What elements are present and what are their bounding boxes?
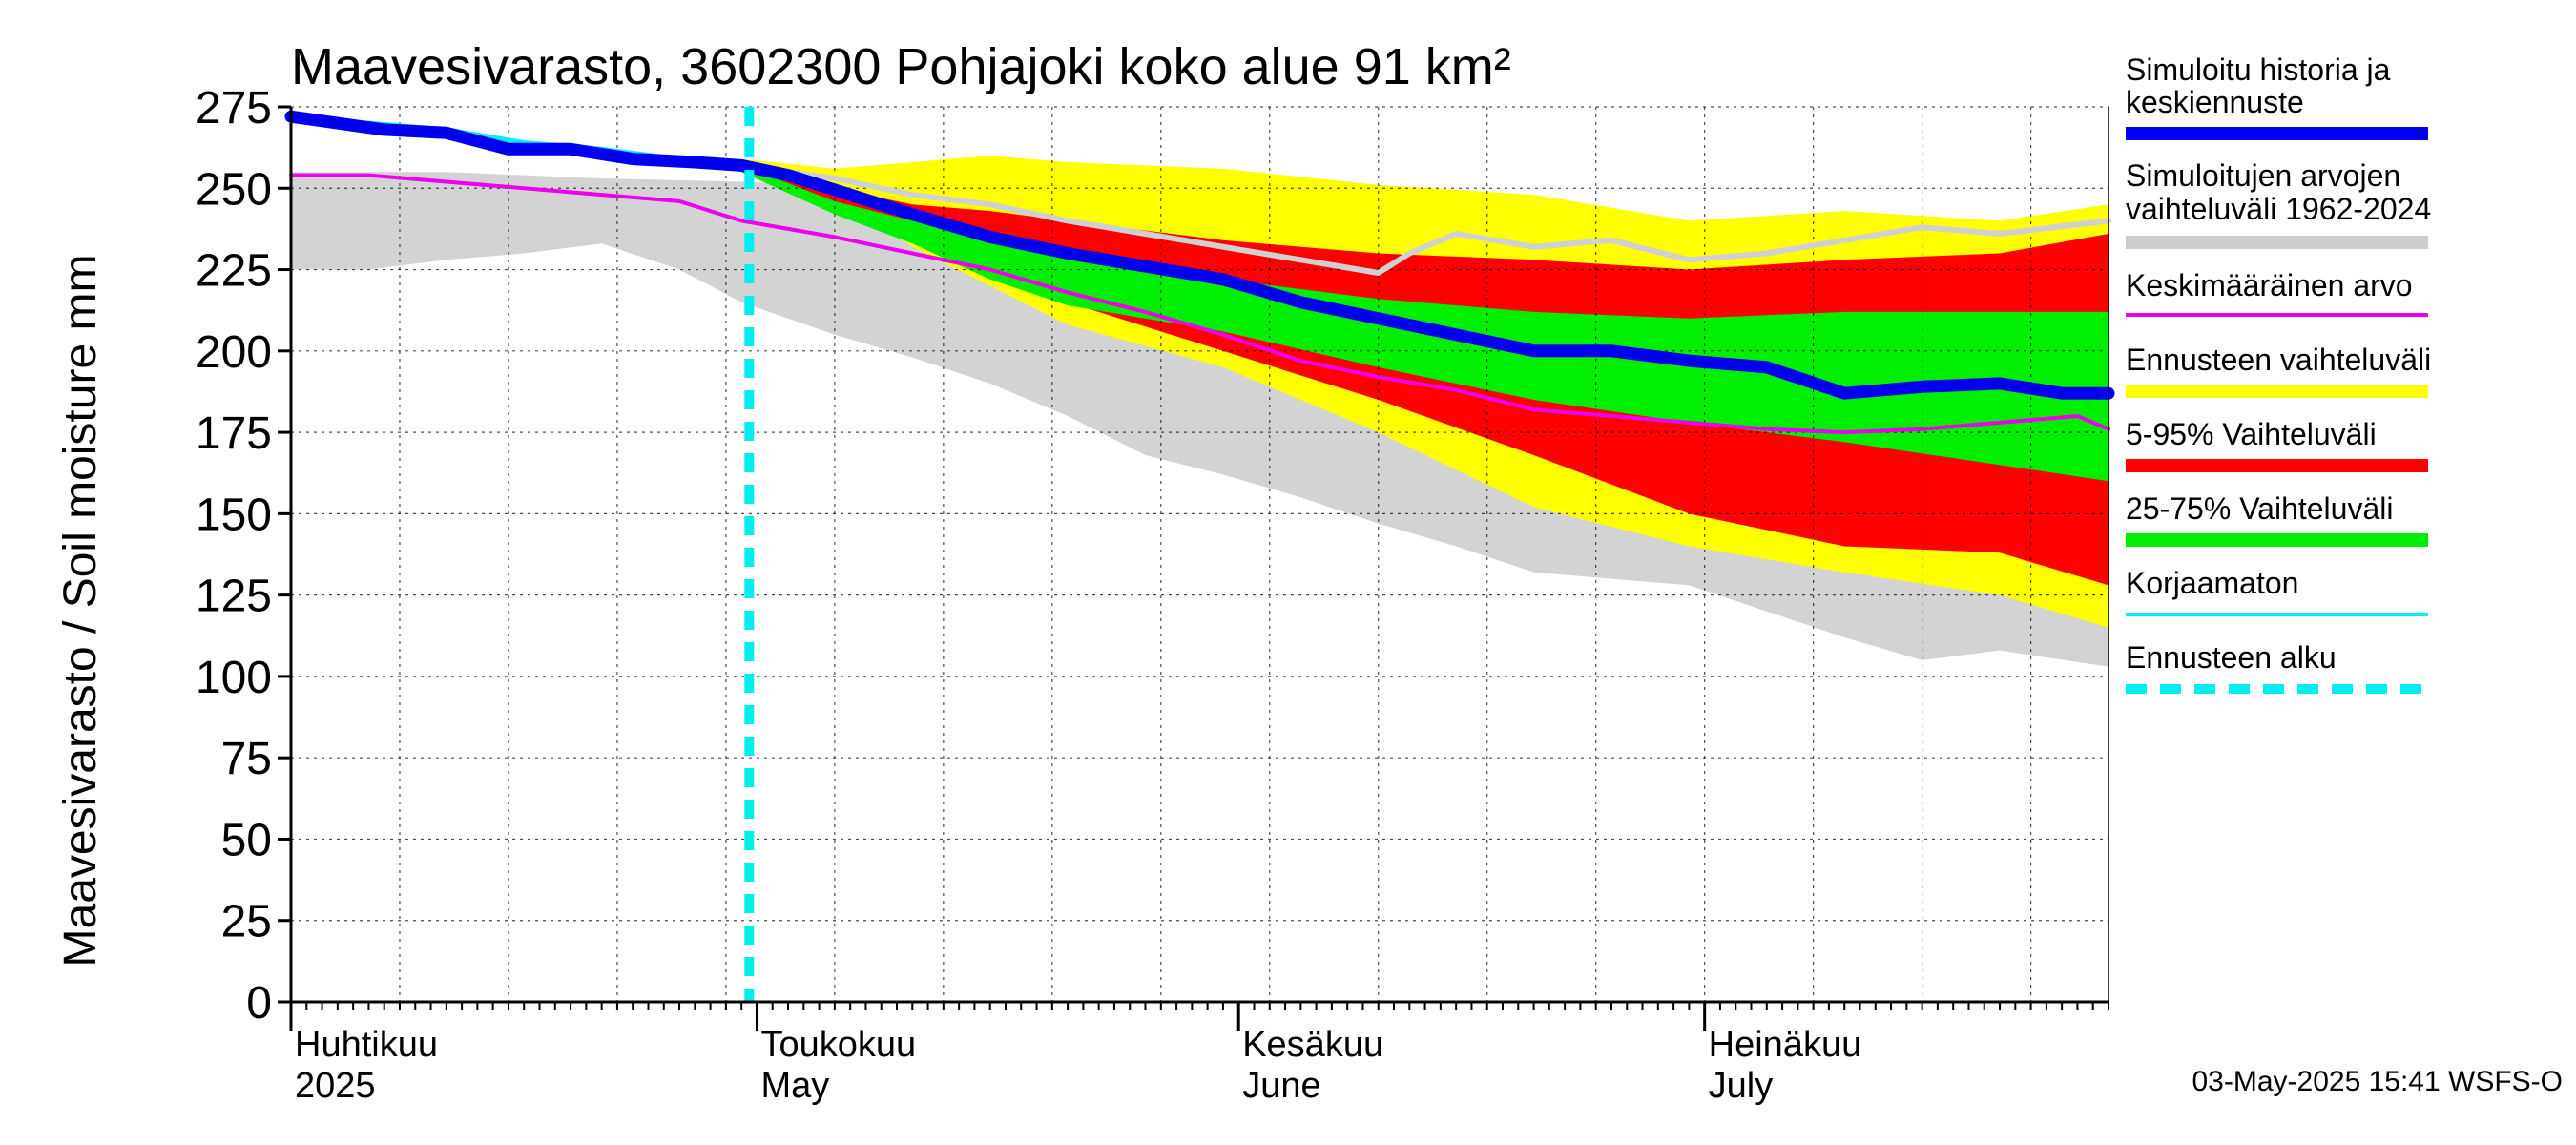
- y-tick-label-5: 125: [196, 572, 272, 622]
- chart-title: Maavesivarasto, 3602300 Pohjajoki koko a…: [291, 38, 1511, 95]
- legend-label-sim-line2: keskiennuste: [2126, 85, 2304, 119]
- legend-label-range-line2: vaihteluväli 1962-2024: [2126, 192, 2431, 226]
- footer-timestamp: 03-May-2025 15:41 WSFS-O: [2192, 1066, 2564, 1097]
- y-tick-label-4: 100: [196, 653, 272, 703]
- legend-label-p5-95: 5-95% Vaihteluväli: [2126, 417, 2377, 451]
- y-tick-label-0: 0: [246, 978, 272, 1029]
- month-label-en-0: 2025: [295, 1066, 376, 1106]
- month-label-fi-1: Toukokuu: [760, 1025, 916, 1065]
- legend-label-range-line1: Simuloitujen arvojen: [2126, 158, 2400, 193]
- legend-label-forecast-start: Ennusteen alku: [2126, 640, 2337, 675]
- y-tick-label-7: 175: [196, 408, 272, 459]
- y-tick-label-6: 150: [196, 489, 272, 540]
- legend: Simuloitu historia ja keskiennuste Simul…: [2126, 52, 2431, 694]
- plot-area: 0 25 50 75 100 125 150 175 200 225 250 275 Huhtikuu2…: [196, 83, 2115, 1106]
- y-tick-label-10: 250: [196, 164, 272, 215]
- legend-label-forecast-range: Ennusteen vaihteluväli: [2126, 343, 2431, 377]
- month-label-en-3: July: [1709, 1066, 1774, 1106]
- y-tick-label-1: 25: [221, 897, 272, 947]
- y-axis-label: Maavesivarasto / Soil moisture mm: [55, 255, 106, 968]
- y-tick-label-3: 75: [221, 734, 272, 784]
- month-label-en-1: May: [760, 1066, 829, 1106]
- y-tick-label-2: 50: [221, 815, 272, 865]
- legend-label-uncorrected: Korjaamaton: [2126, 566, 2298, 600]
- y-tick-label-11: 275: [196, 83, 272, 134]
- month-label-fi-3: Heinäkuu: [1709, 1025, 1862, 1065]
- legend-label-mean: Keskimääräinen arvo: [2126, 268, 2413, 302]
- y-tick-label-9: 225: [196, 246, 272, 297]
- line-mean-value: [289, 173, 2110, 435]
- month-label-fi-2: Kesäkuu: [1242, 1025, 1383, 1065]
- month-label-en-2: June: [1242, 1066, 1320, 1106]
- legend-label-sim-line1: Simuloitu historia ja: [2126, 52, 2391, 87]
- month-label-fi-0: Huhtikuu: [295, 1025, 438, 1065]
- y-tick-label-8: 200: [196, 327, 272, 378]
- legend-label-p25-75: 25-75% Vaihteluväli: [2126, 491, 2393, 526]
- line-simulated-gray: [738, 162, 2111, 276]
- line-simulated-history-median: [284, 110, 2115, 400]
